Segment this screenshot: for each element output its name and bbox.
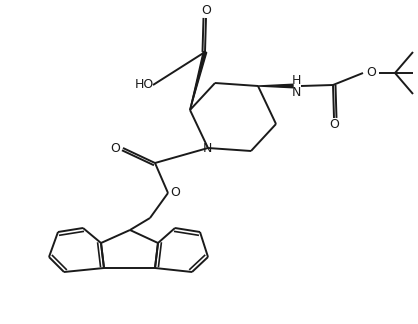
Polygon shape xyxy=(190,52,206,110)
Text: N: N xyxy=(202,142,212,155)
Text: O: O xyxy=(329,119,339,132)
Text: O: O xyxy=(110,142,120,155)
Text: O: O xyxy=(201,5,211,17)
Text: O: O xyxy=(170,187,180,200)
Polygon shape xyxy=(258,84,293,88)
Text: N: N xyxy=(291,86,301,98)
Text: H: H xyxy=(291,75,301,87)
Text: O: O xyxy=(366,66,376,79)
Text: HO: HO xyxy=(134,78,154,91)
